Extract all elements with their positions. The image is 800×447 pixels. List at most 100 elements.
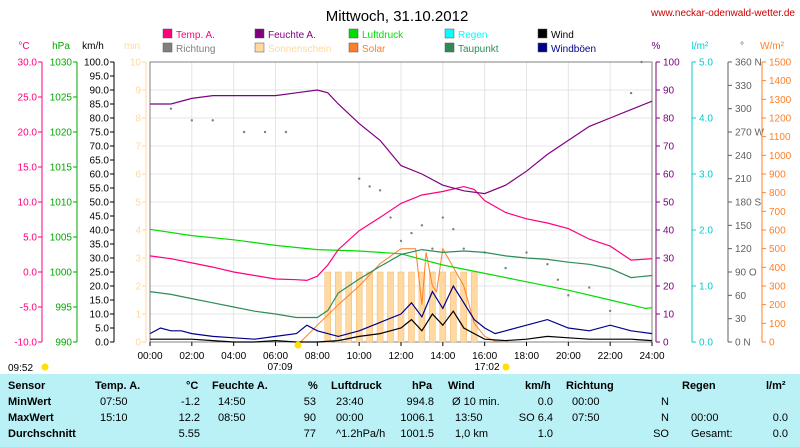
max-wind-time: 13:50 — [455, 412, 483, 424]
tick-label-solar: 400 — [769, 263, 786, 274]
avg-wind-distance: 1,0 km — [455, 428, 489, 440]
direction-point — [608, 309, 612, 313]
min-press-value: 994.8 — [406, 396, 434, 408]
sunrise-label: 07:09 — [267, 362, 292, 373]
row-label-max: MaxWert — [8, 412, 54, 424]
direction-point — [410, 231, 413, 235]
max-temp-time: 15:10 — [100, 412, 128, 424]
tick-label-wind: 20.0 — [90, 282, 110, 293]
website-link[interactable]: www.neckar-odenwald-wetter.de — [650, 8, 795, 19]
max-press-value: 1006.1 — [400, 412, 434, 424]
sunshine-bar — [450, 271, 457, 343]
legend-swatch-wind — [537, 28, 548, 39]
tick-label-wind: 60.0 — [90, 170, 110, 181]
legend-label-sonnenschein: Sonnenschein — [268, 44, 331, 55]
sunshine-bar — [397, 271, 405, 343]
tick-label-wind: 35.0 — [90, 240, 110, 251]
time-tick-label: 12:00 — [388, 351, 413, 362]
time-tick-label: 18:00 — [514, 351, 539, 362]
tick-label-solar: 200 — [769, 300, 786, 311]
direction-point — [640, 60, 643, 64]
max-rain-time: 00:00 — [691, 412, 719, 424]
sunshine-bar — [418, 271, 426, 343]
axis-unit-sunshine: min — [124, 41, 140, 52]
tick-label-humidity: 20 — [663, 282, 675, 293]
direction-point — [441, 216, 445, 219]
time-tick-label: 22:00 — [598, 351, 623, 362]
tick-label-pressure: 1010 — [50, 198, 73, 209]
tick-label-solar: 300 — [769, 282, 786, 293]
tick-label-pressure: 1025 — [50, 93, 73, 104]
max-rain-value: 0.0 — [772, 412, 788, 424]
tick-label-sunshine: 0 — [135, 338, 141, 349]
time-tick-label: 24:00 — [639, 351, 664, 362]
max-dir-value: N — [661, 412, 669, 424]
tick-label-temp: 15.0 — [18, 163, 38, 174]
tick-label-wind: 95.0 — [90, 72, 110, 83]
time-tick-label: 08:00 — [305, 351, 330, 362]
tick-label-direction: 30 — [735, 314, 747, 325]
tick-label-sunshine: 10 — [130, 58, 142, 69]
tick-label-rain: 0.0 — [699, 338, 713, 349]
tick-label-solar: 1200 — [769, 114, 792, 125]
time-tick-label: 14:00 — [430, 351, 455, 362]
tick-label-pressure: 1000 — [50, 268, 73, 279]
tick-label-solar: 800 — [769, 188, 786, 199]
tick-label-solar: 100 — [769, 319, 786, 330]
max-press-time: 00:00 — [336, 412, 364, 424]
legend-swatch-temp-a- — [162, 28, 173, 39]
direction-point — [546, 263, 549, 266]
tick-label-solar: 900 — [769, 170, 786, 181]
tick-label-sunshine: 4 — [135, 226, 141, 237]
tick-label-direction: 270 W — [735, 128, 764, 139]
legend-label-regen: Regen — [458, 30, 487, 41]
header-wind: Wind — [448, 380, 475, 392]
plot-series — [149, 60, 653, 343]
legend-swatch-windb-en — [537, 42, 548, 53]
tick-label-wind: 5.0 — [95, 324, 109, 335]
header-sensor: Sensor — [8, 380, 46, 392]
sunrise-icon — [294, 341, 302, 349]
tick-label-solar: 600 — [769, 226, 786, 237]
time-tick-label: 10:00 — [347, 351, 372, 362]
direction-point — [368, 185, 371, 188]
tick-label-solar: 1400 — [769, 76, 792, 87]
direction-point — [389, 216, 392, 219]
series-line-luftdruck — [149, 228, 653, 310]
time-tick-label: 00:00 — [137, 351, 162, 362]
max-hum-time: 08:50 — [218, 412, 246, 424]
direction-point — [462, 247, 465, 250]
min-hum-value: 53 — [303, 396, 316, 408]
header-wind-unit: km/h — [525, 380, 551, 392]
sun-event-label-left: 09:52 — [8, 363, 33, 374]
header-pressure: Luftdruck — [331, 380, 382, 392]
avg-hum-value: 77 — [303, 428, 316, 440]
tick-label-wind: 25.0 — [90, 268, 110, 279]
tick-label-temp: -10.0 — [14, 338, 37, 349]
series-line-feuchte-a- — [150, 89, 653, 195]
chart-title: Mittwoch, 31.10.2012 — [326, 8, 469, 25]
sunshine-bar — [429, 271, 436, 343]
tick-label-wind: 0.0 — [95, 338, 109, 349]
axis-unit-temp: °C — [18, 41, 29, 52]
tick-label-wind: 75.0 — [90, 128, 110, 139]
tick-label-wind: 65.0 — [90, 156, 110, 167]
tick-label-pressure: 1015 — [50, 163, 73, 174]
tick-label-temp: 10.0 — [18, 198, 38, 209]
series-line-solar — [300, 247, 506, 343]
tick-label-rain: 5.0 — [699, 58, 713, 69]
legend-label-windb-en: Windböen — [551, 44, 596, 55]
time-tick-label: 06:00 — [263, 351, 288, 362]
statistics-table: Sensor Temp. A. °C Feuchte A. % Luftdruc… — [0, 374, 800, 447]
tick-label-solar: 1000 — [769, 151, 792, 162]
tick-label-temp: 25.0 — [18, 93, 38, 104]
direction-point — [556, 278, 560, 281]
rain-total-label: Gesamt: — [691, 428, 733, 440]
max-temp-value: 12.2 — [178, 412, 200, 424]
row-label-average: Durchschnitt — [8, 428, 76, 440]
legend: Temp. A. Feuchte A. Luftdruck Regen Wind Rich… — [162, 28, 596, 55]
legend-label-wind: Wind — [551, 30, 574, 41]
tick-label-direction: 0 N — [735, 338, 751, 349]
min-temp-value: -1.2 — [181, 396, 200, 408]
sunset-label: 17:02 — [474, 362, 499, 373]
